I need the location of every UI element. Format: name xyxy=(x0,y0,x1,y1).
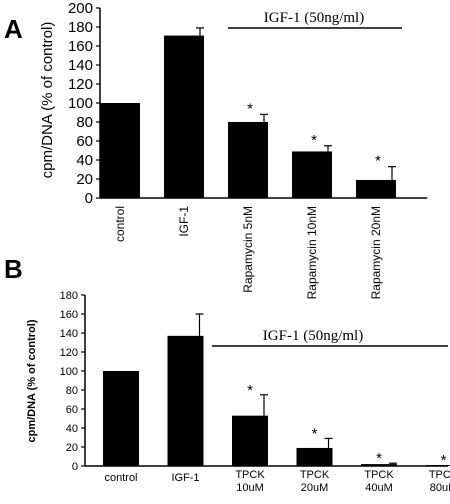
panel-a-bar xyxy=(292,151,332,198)
panel-b-tick-label: 20 xyxy=(66,442,78,454)
panel-b-category-label: 20uM xyxy=(301,482,329,494)
panel-a-tick-label: 140 xyxy=(68,57,93,74)
panel-a-annotation: IGF-1 (50ng/ml) xyxy=(264,10,364,26)
panel-a-y-ticks: 0 20 40 60 80 100 120 140 160 180 200 xyxy=(68,0,428,207)
panel-a-tick-label: 100 xyxy=(68,95,93,112)
panel-b-annotation: IGF-1 (50ng/ml) xyxy=(263,328,363,344)
panel-b-category-label: 80uM xyxy=(430,482,450,494)
panel-b-category-label: TPCK xyxy=(429,469,450,481)
panel-b-tick-label: 120 xyxy=(60,347,78,359)
panel-b: B cpm/DNA (% of control) 0 20 40 60 80 100 120… xyxy=(4,254,450,494)
panel-b-category-label: TPCK xyxy=(300,469,330,481)
panel-a-category-label: Rapamycin 10nM xyxy=(305,206,319,299)
panel-b-category-label: IGF-1 xyxy=(171,472,199,484)
panel-b-tick-label: 80 xyxy=(66,385,78,397)
panel-a: A cpm/DNA (% of control) 0 20 40 60 80 100 120… xyxy=(4,0,428,300)
panel-b-bar xyxy=(425,465,450,466)
panel-a-category-labels: control IGF-1 Rapamycin 5nM Rapamycin 10nM R… xyxy=(113,206,383,300)
panel-b-tick-label: 160 xyxy=(60,309,78,321)
panel-a-category-label: Rapamycin 20nM xyxy=(369,206,383,299)
panel-a-tick-label: 0 xyxy=(85,190,93,207)
panel-b-tick-label: 40 xyxy=(66,423,78,435)
panel-b-category-label: control xyxy=(104,472,137,484)
panel-a-tick-label: 40 xyxy=(76,152,93,169)
panel-a-tick-label: 160 xyxy=(68,38,93,55)
panel-b-bar xyxy=(296,447,333,466)
panel-b-category-label: TPCK xyxy=(364,469,394,481)
panel-a-tick-label: 120 xyxy=(68,76,93,93)
panel-a-bar xyxy=(228,122,268,198)
panel-b-bar xyxy=(361,464,397,466)
panel-a-category-label: control xyxy=(113,206,127,242)
panel-b-tick-label: 60 xyxy=(66,404,78,416)
panel-b-bars: * * * * xyxy=(103,313,450,469)
panel-b-significance-star: * xyxy=(376,450,382,467)
panel-b-significance-star: * xyxy=(247,382,253,399)
panel-b-tick-label: 140 xyxy=(60,328,78,340)
panel-a-category-label: Rapamycin 5nM xyxy=(241,206,255,293)
panel-a-category-label: IGF-1 xyxy=(177,206,191,237)
panel-a-significance-star: * xyxy=(311,132,317,149)
panel-b-tick-label: 100 xyxy=(60,366,78,378)
panel-b-category-label: 10uM xyxy=(236,482,264,494)
panel-b-bar xyxy=(103,371,139,466)
panel-a-tick-label: 200 xyxy=(68,0,93,17)
panel-b-tick-label: 0 xyxy=(72,461,78,473)
panel-a-label: A xyxy=(4,14,23,44)
panel-b-label: B xyxy=(4,254,23,284)
panel-a-tick-label: 80 xyxy=(76,114,93,131)
panel-b-bar xyxy=(232,415,268,466)
panel-b-bar xyxy=(167,335,204,466)
panel-a-y-axis-label: cpm/DNA (% of control) xyxy=(39,22,56,179)
panel-a-bar xyxy=(164,35,204,198)
panel-b-category-labels: controlIGF-1TPCK10uMTPCK20uMTPCK40uMTPCK… xyxy=(104,469,450,494)
panel-a-tick-label: 180 xyxy=(68,19,93,36)
panel-a-bars: * * * xyxy=(100,27,396,198)
panel-a-significance-star: * xyxy=(375,153,381,170)
panel-b-category-label: TPCK xyxy=(235,469,265,481)
panel-b-significance-star: * xyxy=(312,425,318,442)
panel-a-tick-label: 60 xyxy=(76,133,93,150)
panel-b-category-label: 40uM xyxy=(365,482,393,494)
panel-b-significance-star: * xyxy=(441,452,447,469)
panel-b-tick-label: 180 xyxy=(60,290,78,302)
panel-a-significance-star: * xyxy=(247,100,253,117)
panel-a-tick-label: 20 xyxy=(76,171,93,188)
panel-b-y-axis-label: cpm/DNA (% of control) xyxy=(26,319,38,442)
panel-a-bar xyxy=(100,103,140,198)
panel-a-bar xyxy=(356,179,396,198)
